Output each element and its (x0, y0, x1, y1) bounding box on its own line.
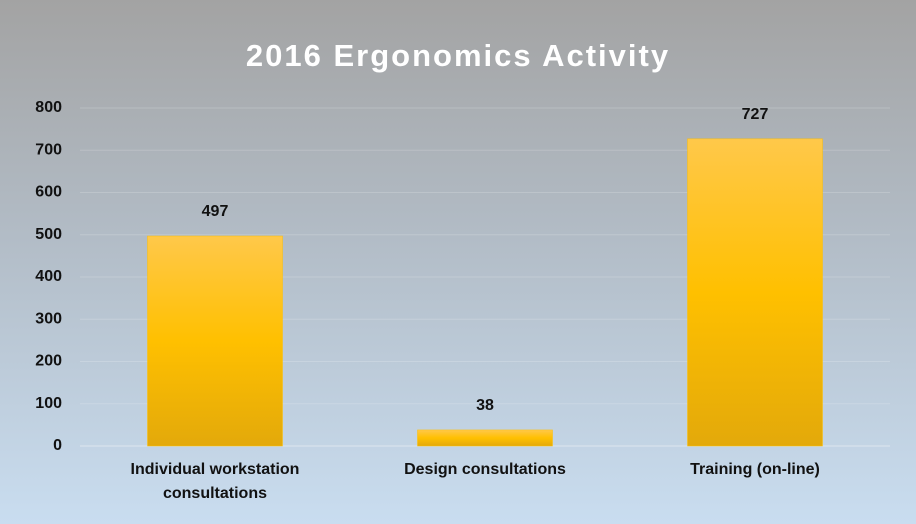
x-tick-label: Training (on-line) (690, 461, 820, 478)
data-label: 497 (202, 203, 229, 220)
y-tick-label: 600 (35, 184, 62, 201)
y-tick-label: 700 (35, 141, 62, 158)
bar (417, 429, 553, 447)
y-tick-label: 300 (35, 310, 62, 327)
y-tick-label: 0 (53, 437, 62, 454)
y-tick-label: 200 (35, 353, 62, 370)
y-tick-label: 400 (35, 268, 62, 285)
chart-title: 2016 Ergonomics Activity (246, 38, 670, 73)
bar (147, 235, 283, 447)
y-tick-label: 800 (35, 99, 62, 116)
data-label: 38 (476, 397, 494, 414)
x-tick-label: Individual workstation consultations (130, 461, 300, 502)
y-tick-label: 500 (35, 226, 62, 243)
x-tick-label: Design consultations (404, 461, 566, 478)
bar (687, 138, 823, 447)
y-tick-label: 100 (35, 395, 62, 412)
data-label: 727 (742, 106, 769, 123)
